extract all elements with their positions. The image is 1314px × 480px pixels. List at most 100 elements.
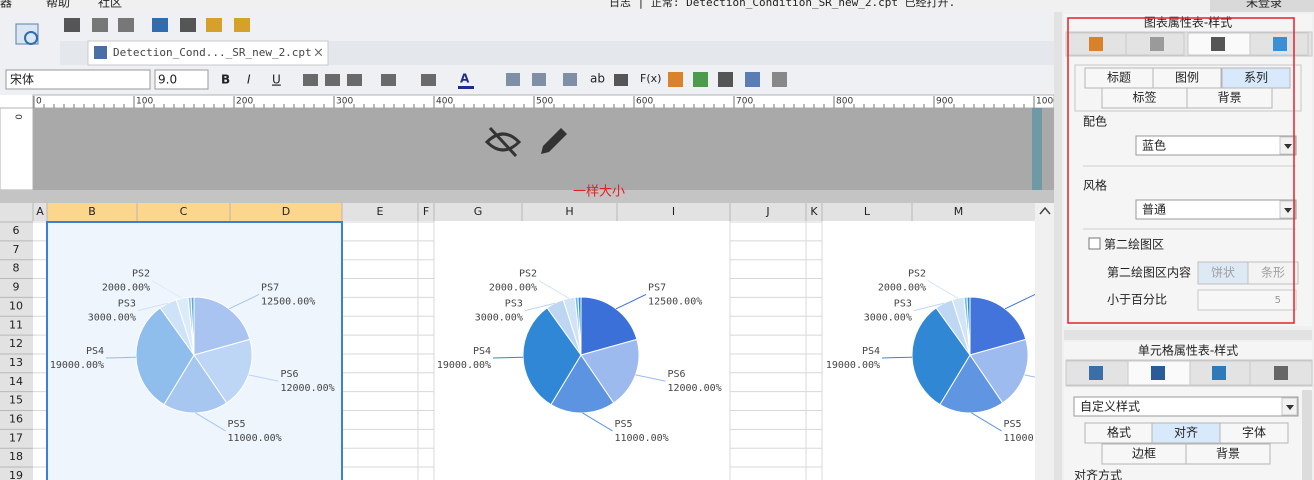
row-label[interactable]: 17 (9, 431, 23, 444)
file-tab[interactable] (87, 40, 329, 66)
sub-tab[interactable] (1219, 422, 1289, 444)
pie-leader (137, 302, 168, 312)
row-label[interactable]: 7 (13, 243, 20, 256)
sub-tab-label[interactable]: 字体 (1242, 425, 1266, 440)
sub-tab-label[interactable]: 背景 (1216, 447, 1240, 461)
row-label[interactable]: 15 (9, 394, 23, 407)
sub-tab-label[interactable]: 标签 (1132, 90, 1156, 105)
cell-style-select[interactable] (1073, 396, 1299, 417)
column-label[interactable]: I (672, 205, 675, 218)
formula-button[interactable]: F(x) (640, 72, 661, 85)
cell-style-select-value[interactable]: 自定义样式 (1080, 399, 1140, 414)
row-label[interactable]: 6 (13, 224, 20, 237)
column-label[interactable]: G (474, 205, 483, 218)
size-select[interactable] (154, 69, 209, 90)
font-size[interactable]: 9.0 (158, 73, 177, 87)
row-label[interactable]: 16 (9, 413, 23, 426)
format-tool[interactable] (563, 73, 577, 86)
column-label[interactable]: F (423, 205, 429, 218)
file-tab-name[interactable]: Detection_Cond..._SR_new_2.cpt (113, 46, 312, 59)
content-option[interactable] (1247, 261, 1299, 285)
second-plot-label[interactable]: 第二绘图区 (1104, 237, 1164, 252)
row-label[interactable]: 18 (9, 450, 23, 463)
format-tool[interactable] (303, 74, 318, 86)
text-color-button[interactable]: A (460, 72, 470, 86)
quick-tool[interactable] (64, 18, 80, 32)
quick-tool[interactable] (206, 18, 222, 32)
style-select[interactable] (1135, 199, 1297, 220)
column-label[interactable]: D (282, 205, 290, 218)
sub-tab[interactable] (1185, 443, 1271, 465)
style-select-value[interactable]: 普通 (1142, 203, 1166, 217)
sub-tab-label[interactable]: 系列 (1244, 71, 1268, 85)
content-option-label[interactable]: 条形 (1261, 266, 1285, 280)
row-label[interactable]: 11 (9, 318, 23, 331)
column-label[interactable]: H (565, 205, 573, 218)
font-name[interactable]: 宋体 (10, 72, 34, 87)
row-label[interactable]: 14 (9, 375, 23, 388)
pie-slice (966, 296, 971, 356)
row-label[interactable]: 19 (9, 469, 23, 480)
scroll-up[interactable] (1039, 206, 1051, 215)
column-label[interactable]: L (864, 205, 871, 218)
sub-tab[interactable] (1186, 87, 1273, 109)
row-label[interactable]: 13 (9, 356, 23, 369)
italic-button[interactable]: I (247, 73, 251, 87)
menu-item[interactable]: 帮助 (46, 0, 70, 10)
percent-value[interactable]: 5 (1275, 295, 1281, 306)
row-label[interactable]: 8 (13, 262, 20, 275)
row-label[interactable]: 12 (9, 337, 23, 350)
pie-leader (882, 356, 913, 359)
column-label[interactable]: K (810, 205, 818, 218)
pie-label-value: 2000.00% (102, 283, 150, 294)
format-tool[interactable] (614, 74, 628, 86)
tab-close[interactable]: × (313, 46, 324, 61)
tab-icon (1089, 366, 1103, 380)
quick-tool[interactable] (234, 18, 250, 32)
column-label[interactable]: J (765, 205, 769, 218)
column-label[interactable]: E (377, 205, 384, 218)
format-tool[interactable] (421, 74, 436, 86)
sub-tab-label[interactable]: 背景 (1217, 91, 1241, 105)
row-label[interactable]: 9 (13, 281, 20, 294)
column-label[interactable]: M (954, 205, 964, 218)
ab-button[interactable]: ab (590, 72, 605, 86)
format-tool[interactable] (381, 74, 396, 86)
row-label[interactable]: 10 (9, 299, 23, 312)
edit-icon[interactable] (541, 128, 567, 154)
column-label[interactable]: A (36, 205, 44, 218)
sub-tab-label[interactable]: 格式 (1107, 425, 1131, 440)
login-text[interactable]: 未登录 (1246, 0, 1282, 10)
underline-button[interactable]: U (272, 73, 281, 87)
quick-tool[interactable] (118, 18, 134, 32)
format-tool[interactable] (347, 74, 362, 86)
quick-tool[interactable] (180, 18, 196, 32)
color-select-value[interactable]: 蓝色 (1142, 139, 1166, 153)
sub-tab-label[interactable]: 对齐 (1174, 425, 1198, 440)
insert-tool[interactable] (668, 72, 683, 87)
percent-input[interactable] (1197, 289, 1297, 311)
format-tool[interactable] (506, 73, 520, 86)
bold-button[interactable]: B (221, 73, 230, 87)
second-plot-checkbox[interactable] (1088, 237, 1101, 250)
sub-tab-label[interactable]: 标题 (1107, 71, 1131, 85)
insert-tool[interactable] (745, 72, 760, 87)
color-select[interactable] (1135, 135, 1297, 156)
insert-tool[interactable] (693, 72, 708, 87)
format-tool[interactable] (532, 73, 546, 86)
ruler-label: 800 (836, 97, 853, 107)
quick-tool[interactable] (92, 18, 108, 32)
insert-tool[interactable] (718, 72, 733, 87)
menu-item[interactable]: 器 (0, 0, 12, 10)
column-label[interactable]: B (88, 205, 96, 218)
column-label[interactable]: C (180, 205, 188, 218)
sub-tab-label[interactable]: 边框 (1132, 447, 1156, 461)
content-option-label[interactable]: 饼状 (1211, 266, 1235, 280)
sub-tab-label[interactable]: 图例 (1175, 71, 1199, 85)
font-select[interactable] (5, 69, 151, 90)
menu-item[interactable]: 社区 (98, 0, 122, 10)
tab-icon (1089, 37, 1103, 51)
insert-tool[interactable] (772, 72, 787, 87)
quick-tool[interactable] (152, 18, 168, 32)
format-tool[interactable] (325, 74, 340, 86)
